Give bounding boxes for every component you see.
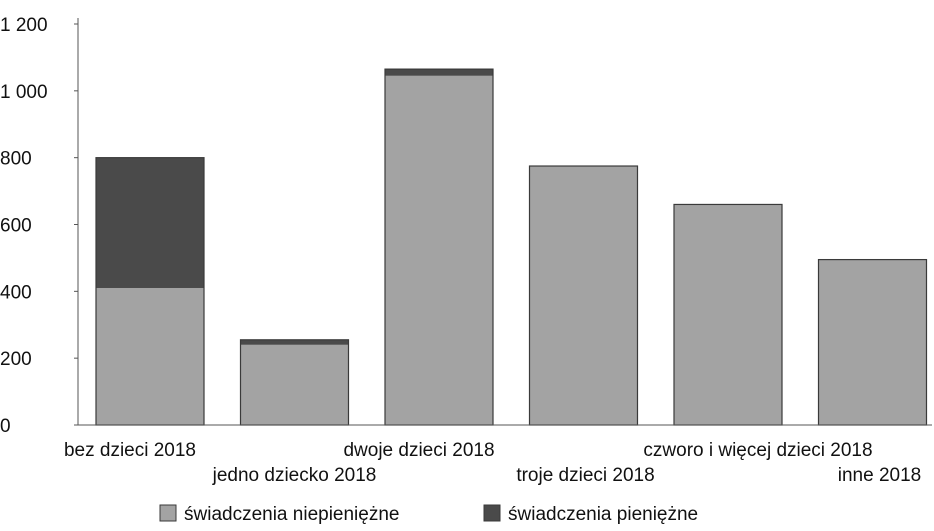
legend-swatch xyxy=(159,504,177,522)
bar-segment-niepieniezne xyxy=(529,166,638,426)
bar-segment-niepieniezne xyxy=(240,344,349,425)
y-tick-label: 800 xyxy=(0,149,32,170)
category-label: czworo i więcej dzieci 2018 xyxy=(643,440,872,461)
y-tick-label: 200 xyxy=(0,349,32,370)
legend-label: świadczenia pieniężne xyxy=(508,504,698,525)
category-label: inne 2018 xyxy=(838,465,921,486)
y-tick-label: 400 xyxy=(0,282,32,303)
bar-segment-niepieniezne xyxy=(385,75,493,425)
y-tick-label: 0 xyxy=(0,416,11,437)
category-label: bez dzieci 2018 xyxy=(64,440,196,461)
x-axis: bez dzieci 2018 jedno dziecko 2018 dwoje d… xyxy=(64,424,932,486)
bars xyxy=(95,68,928,426)
category-label: dwoje dzieci 2018 xyxy=(343,440,494,461)
bar-segment-niepieniezne xyxy=(818,259,927,425)
legend: świadczenia niepieniężne świadczenia pien… xyxy=(159,504,698,525)
y-tick-label: 600 xyxy=(0,216,32,237)
category-label: jedno dziecko 2018 xyxy=(212,465,377,486)
bar-segment-pieniezne xyxy=(385,69,493,76)
bar-segment-niepieniezne xyxy=(674,204,782,425)
bar-segment-pieniezne xyxy=(240,339,349,345)
y-tick-label: 1 200 xyxy=(0,15,48,36)
legend-label: świadczenia niepieniężne xyxy=(184,504,399,525)
legend-swatch xyxy=(483,504,501,522)
y-axis: 0 200 400 600 800 1 000 1 200 xyxy=(0,15,79,437)
bar-segment-niepieniezne xyxy=(96,287,204,425)
bar-segment-pieniezne xyxy=(96,157,204,288)
category-label: troje dzieci 2018 xyxy=(516,465,654,486)
y-tick-label: 1 000 xyxy=(0,82,48,103)
